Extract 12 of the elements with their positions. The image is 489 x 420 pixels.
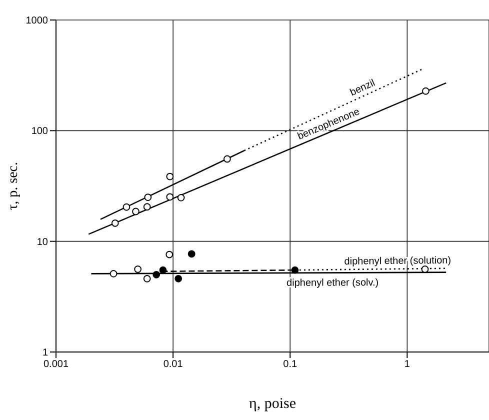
y-tick-label: 1 (42, 348, 48, 359)
x-tick-label: 0.01 (163, 359, 184, 370)
x-axis-title: η, poise (248, 396, 296, 412)
y-axis-title: τ, p. sec. (6, 162, 21, 210)
x-tick-label: 1 (404, 359, 410, 370)
series-label: diphenyl ether (solution) (344, 255, 452, 268)
x-tick-label: 0.1 (283, 359, 298, 370)
x-tick-label: 0.001 (43, 359, 69, 370)
y-tick-label: 10 (36, 236, 48, 248)
y-tick-label: 100 (31, 126, 48, 138)
text: benzil (348, 78, 377, 99)
y-tick-label: 1000 (26, 16, 48, 27)
